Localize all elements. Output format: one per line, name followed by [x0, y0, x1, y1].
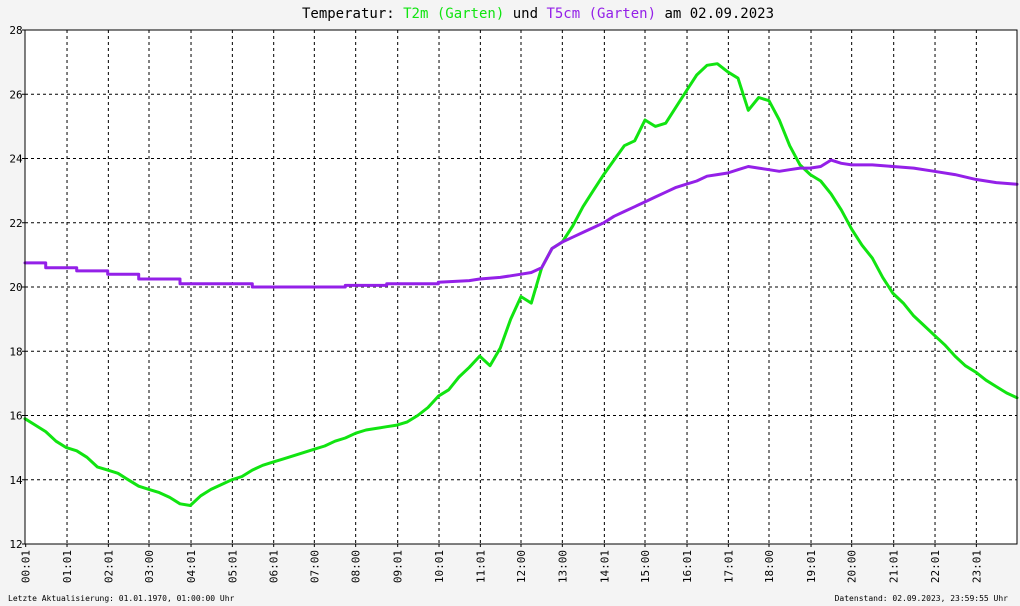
x-tick-label: 05:01 [226, 550, 239, 583]
footer-last-update: Letzte Aktualisierung: 01.01.1970, 01:00… [8, 594, 235, 603]
x-tick-label: 13:00 [556, 550, 569, 583]
x-tick-label: 23:01 [970, 550, 983, 583]
plot-area [25, 30, 1017, 544]
y-tick-label: 26 [9, 88, 22, 101]
x-tick-label: 06:01 [268, 550, 281, 583]
y-tick-label: 12 [9, 538, 22, 551]
x-tick-label: 04:01 [185, 550, 198, 583]
x-tick-label: 11:01 [474, 550, 487, 583]
x-tick-label: 15:00 [639, 550, 652, 583]
x-tick-label: 18:00 [763, 550, 776, 583]
title-prefix: Temperatur: [302, 6, 403, 22]
x-tick-label: 12:00 [515, 550, 528, 583]
y-tick-label: 14 [9, 474, 23, 487]
x-tick-label: 20:00 [846, 550, 859, 583]
x-tick-label: 22:01 [929, 550, 942, 583]
x-tick-label: 07:00 [308, 550, 321, 583]
title-series1-label: T2m (Garten) [403, 6, 504, 22]
y-axis-ticks: 12 14 16 18 20 22 24 26 28 [9, 24, 25, 551]
y-tick-label: 28 [9, 24, 22, 37]
series-line-t5cm [23, 158, 1019, 289]
y-tick-label: 18 [9, 345, 22, 358]
x-axis-ticks: 00:01 01:01 02:01 03:00 04:01 05:01 06:01 07:00… [20, 544, 983, 583]
title-joiner: und [504, 6, 546, 22]
series-layer [23, 62, 1019, 507]
x-tick-label: 01:01 [61, 550, 74, 583]
x-tick-label: 03:00 [143, 550, 156, 583]
y-tick-label: 16 [9, 410, 22, 423]
x-tick-label: 14:01 [598, 550, 611, 583]
chart-title: Temperatur: T2m (Garten) und T5cm (Garte… [302, 6, 774, 22]
x-tick-label: 17:01 [722, 550, 735, 583]
x-tick-label: 08:00 [350, 550, 363, 583]
x-tick-label: 09:01 [392, 550, 405, 583]
x-tick-label: 00:01 [20, 550, 33, 583]
grid-layer [25, 30, 1017, 544]
footer-data-status: Datenstand: 02.09.2023, 23:59:55 Uhr [835, 594, 1009, 603]
x-tick-label: 16:01 [681, 550, 694, 583]
title-series2-label: T5cm (Garten) [546, 6, 656, 22]
series-line-t2m [23, 62, 1019, 507]
x-tick-label: 19:01 [805, 550, 818, 583]
x-tick-label: 21:01 [888, 550, 901, 583]
y-tick-label: 20 [9, 281, 22, 294]
title-date: am 02.09.2023 [656, 6, 774, 22]
y-tick-label: 24 [9, 153, 23, 166]
x-tick-label: 10:01 [433, 550, 446, 583]
x-tick-label: 02:01 [102, 550, 115, 583]
y-tick-label: 22 [9, 217, 22, 230]
